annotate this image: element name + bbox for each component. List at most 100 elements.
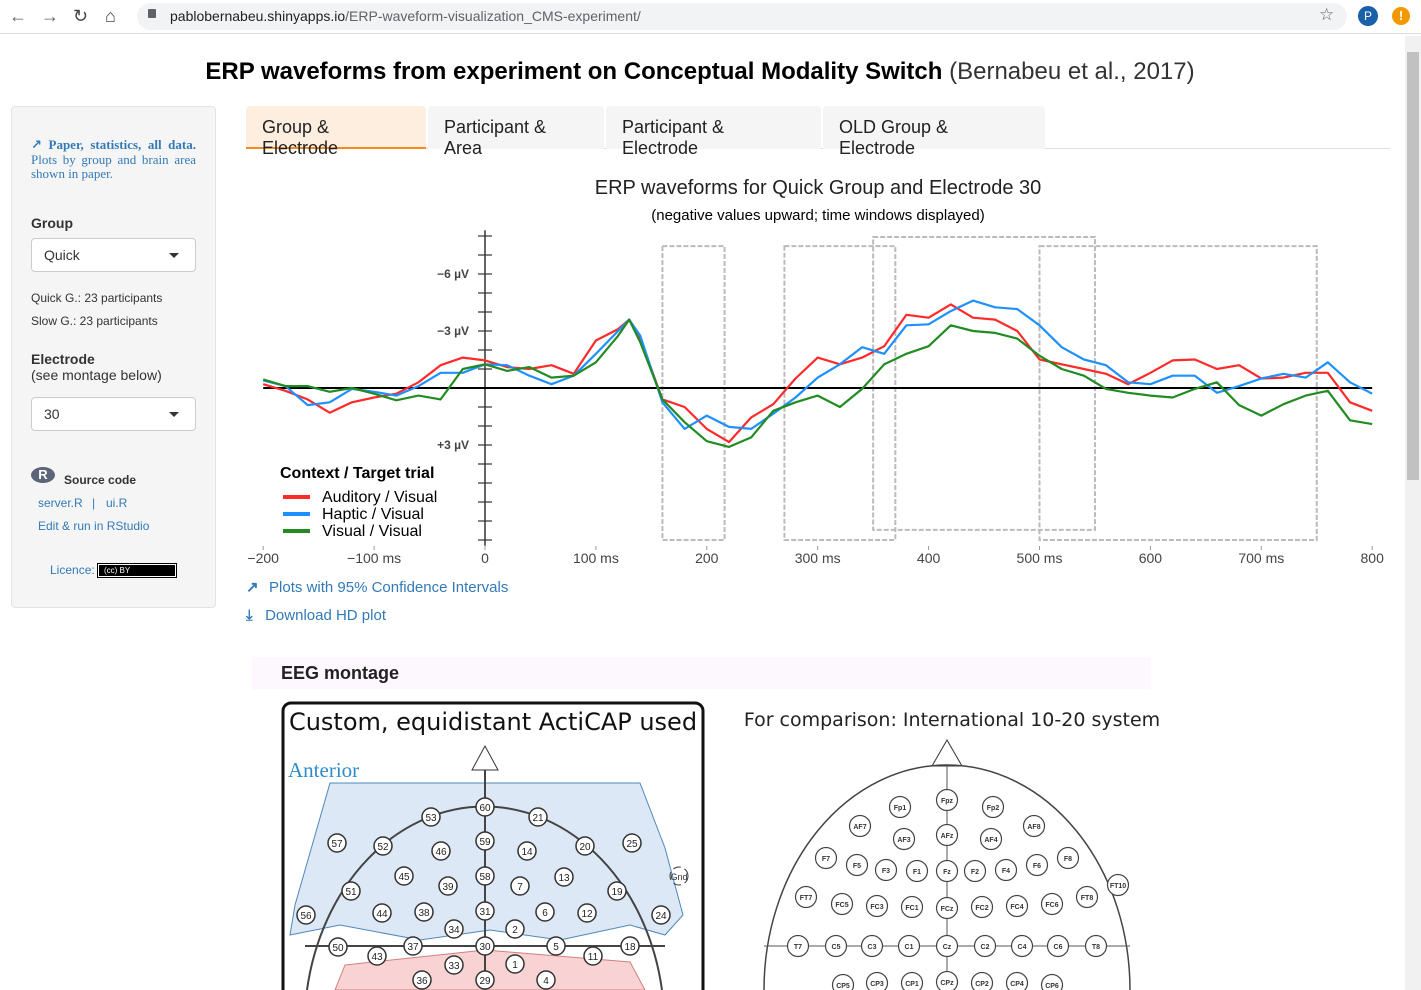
electrode-label: F8 [1064,856,1072,863]
electrode-cz [935,934,959,958]
electrode-fc2 [970,895,994,919]
electrode-f2 [963,859,987,883]
address-bar[interactable] [137,3,1347,30]
electrode-fc4 [1005,894,1029,918]
electrode-label: 60 [479,803,491,814]
url-path: /ERP-waveform-visualization_CMS-experime… [345,8,641,24]
electrode-37 [403,936,423,956]
electrode-t7 [786,934,810,958]
electrode-20 [575,836,595,856]
time-window [783,245,897,541]
reload-icon[interactable]: ↻ [73,6,89,26]
electrode-label: F5 [853,863,861,870]
tab-group-electrode[interactable]: Group & Electrode [246,106,426,158]
electrode-fpz [935,788,959,812]
tab-old-group-electrode[interactable]: OLD Group & Electrode [823,106,1045,158]
electrode-25 [622,833,642,853]
x-tick-label: 100 ms [573,550,619,566]
erp-chart: ERP waveforms for Quick Group and Electr… [247,177,1384,566]
electrode-label: 57 [331,839,343,850]
tab-participant-area[interactable]: Participant & Area [428,106,604,158]
electrode-19 [607,881,627,901]
rstudio-link[interactable]: Edit & run in RStudio [38,519,150,533]
group-select-value: Quick [44,247,80,263]
electrode-13 [554,867,574,887]
source-code-label: Source code [64,473,137,487]
electrode-f1 [905,859,929,883]
paper-link[interactable]: ↗ Paper, statistics, all data. Plots by … [31,138,196,181]
electrode-select[interactable]: 30 [31,397,196,431]
electrode-7 [510,876,530,896]
electrode-fp2 [981,795,1005,819]
electrode-14 [517,841,537,861]
forward-icon[interactable]: → [41,6,59,26]
electrode-fcz [935,896,959,920]
electrode-label: 13 [558,873,570,884]
electrode-53 [421,807,441,827]
legend-label: Auditory / Visual [322,489,437,506]
back-icon[interactable]: ← [9,6,27,26]
electrode-label: Fp1 [894,805,907,812]
tab-participant-electrode[interactable]: Participant & Electrode [606,106,821,158]
electrode-label: 33 [448,961,460,972]
url-text[interactable]: pablobernabeu.shinyapps.io/ERP-waveform-… [170,8,641,24]
electrode-label: Cz [943,944,952,951]
electrode-label: T7 [794,944,802,951]
electrode-59 [475,831,495,851]
cc-by-licence-badge[interactable]: (cc) BY [97,563,177,578]
electrode-50 [328,937,348,957]
electrode-29 [475,970,495,990]
time-window [872,235,1096,531]
electrode-cp4 [1005,971,1029,990]
electrode-label: 7 [517,882,523,893]
profile-avatar[interactable]: P [1358,6,1378,26]
ground-electrode [669,866,689,886]
gnd-label: Gnd [670,872,687,882]
home-icon[interactable]: ⌂ [105,6,116,26]
electrode-label: F3 [882,868,890,875]
electrode-c5 [824,934,848,958]
comparison-title: For comparison: International 10-20 syst… [744,709,1160,731]
group-select[interactable]: Quick [31,238,196,272]
electrode-label: FT8 [1081,895,1094,902]
electrode-6 [535,902,555,922]
y-tick-label: −3 µV [437,324,469,338]
star-icon[interactable]: ☆ [1319,5,1335,24]
alert-icon[interactable]: ! [1392,7,1410,25]
electrode-11 [583,946,603,966]
electrode-label: FC6 [1045,902,1058,909]
electrode-label: 14 [521,847,533,858]
electrode-56 [296,905,316,925]
scrollbar-thumb[interactable] [1407,52,1419,480]
electrode-57 [327,833,347,853]
electrode-label: CP4 [1010,981,1024,988]
server-r-link[interactable]: server.R [38,496,83,510]
electrode-label: 56 [300,911,312,922]
electrode-33 [444,955,464,975]
electrode-f5 [845,853,869,877]
ui-r-link[interactable]: ui.R [106,496,128,510]
electrode-label: 18 [624,942,636,953]
electrode-label: AFz [941,833,954,840]
series-line-haptic-visual [262,299,1373,430]
electrode-t8 [1084,934,1108,958]
electrode-label: 29 [479,976,491,987]
electrode-select-value: 30 [44,406,60,422]
external-link-icon: ↗ [31,138,42,153]
electrode-label: T8 [1092,944,1100,951]
electrode-c1 [897,934,921,958]
electrode-label: 30 [479,942,491,953]
page-title: ERP waveforms from experiment on Concept… [0,58,1400,86]
download-hd-plot-link[interactable]: ⤓ Download HD plot [246,607,386,625]
electrode-21 [528,807,548,827]
electrode-label: 21 [532,813,544,824]
electrode-fc6 [1040,892,1064,916]
electrode-46 [431,841,451,861]
electrode-label: Fp2 [987,805,1000,812]
electrode-label: CP5 [836,983,850,990]
x-tick-label: −100 ms [347,550,401,566]
ci-plots-link[interactable]: ↗ Plots with 95% Confidence Intervals [246,578,508,597]
electrode-2 [505,919,525,939]
nose-icon [931,738,963,767]
r-logo-icon: R [31,467,55,483]
